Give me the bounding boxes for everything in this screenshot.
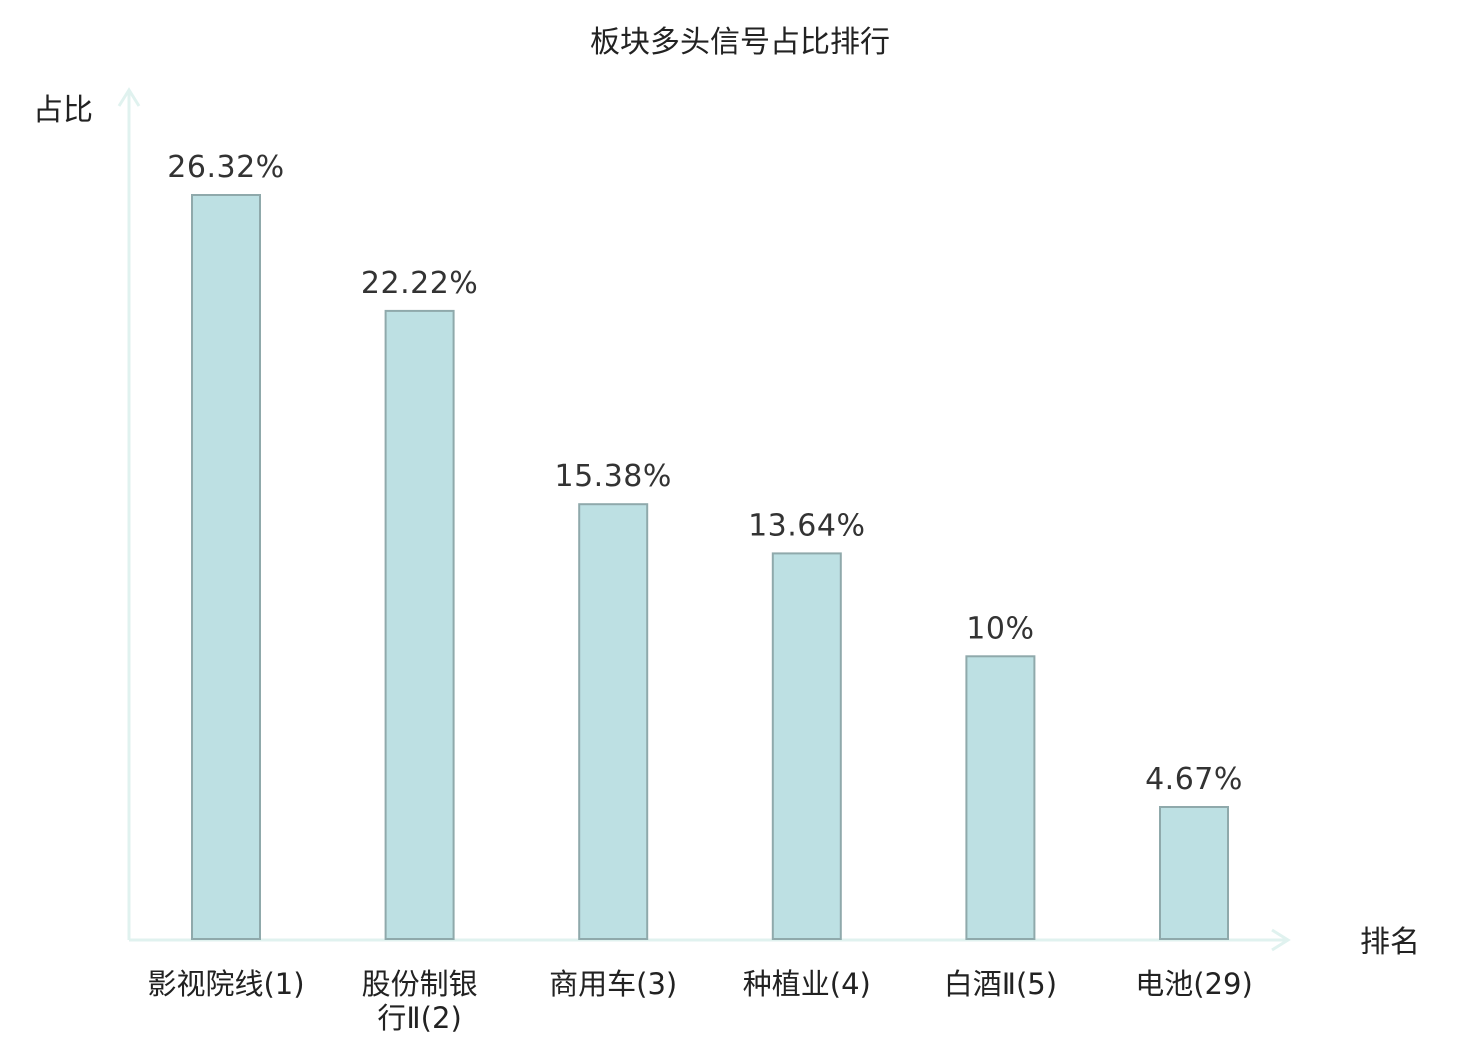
bar-1 [191,194,261,940]
bar-2 [384,309,455,940]
category-labels-group: 影视院线(1) 股份制银行Ⅱ(2) 商用车(3) 种植业(4) 白酒Ⅱ(5) 电池(29) [147,967,1252,1035]
bar-3 [578,503,649,940]
category-label-2: 股份制银行Ⅱ(2) [362,967,478,1035]
category-label-6: 电池(29) [1135,967,1253,1001]
value-label-1: 26.32% [167,150,284,185]
category-label-5: 白酒Ⅱ(5) [944,967,1057,1001]
category-label-1: 影视院线(1) [147,967,304,1001]
value-label-6: 4.67% [1145,762,1243,797]
category-label-line: 商用车(3) [549,967,677,1001]
category-label-line: 股份制银 [362,967,478,1001]
bar-5 [965,655,1036,940]
value-label-5: 10% [966,611,1034,646]
value-label-2: 22.22% [361,266,478,301]
category-label-4: 种植业(4) [743,967,871,1001]
bars-group [191,194,1229,941]
value-label-4: 13.64% [748,508,865,543]
bar-6 [1159,806,1229,940]
y-axis-label: 占比 [33,93,93,128]
bar-4 [771,552,842,941]
x-axis [129,928,1291,952]
x-axis-label: 排名 [1360,925,1420,960]
category-label-line: 影视院线(1) [147,967,304,1001]
category-label-line: 电池(29) [1135,967,1253,1001]
value-label-3: 15.38% [555,459,672,494]
category-label-line: 行Ⅱ(2) [377,1001,461,1035]
value-labels-group: 26.32% 22.22% 15.38% 13.64% 10% 4.67% [167,150,1243,797]
category-label-3: 商用车(3) [549,967,677,1001]
category-label-line: 种植业(4) [743,967,871,1001]
chart-title: 板块多头信号占比排行 [590,25,890,60]
y-axis [117,87,141,940]
category-label-line: 白酒Ⅱ(5) [944,967,1057,1001]
